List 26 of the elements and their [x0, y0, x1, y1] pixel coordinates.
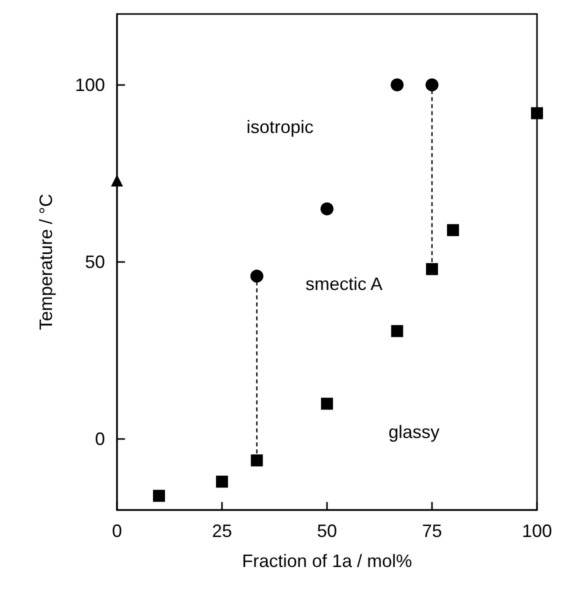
- x-tick-label: 100: [522, 521, 552, 541]
- point: [320, 202, 334, 216]
- point: [391, 325, 404, 338]
- x-tick-label: 75: [422, 521, 442, 541]
- y-tick-label: 0: [94, 429, 105, 450]
- x-tick-label: 50: [316, 521, 338, 541]
- annotation: isotropic: [246, 117, 314, 137]
- point: [216, 476, 228, 488]
- x-tick-label: 0: [112, 521, 122, 541]
- point: [426, 78, 438, 92]
- point: [321, 398, 333, 410]
- point: [250, 454, 263, 466]
- annotation: smectic A: [305, 274, 383, 294]
- point: [153, 490, 165, 502]
- y-tick-label: 100: [74, 74, 105, 95]
- point: [111, 174, 123, 187]
- annotation: glassy: [388, 422, 440, 442]
- point: [531, 107, 543, 120]
- point: [390, 78, 404, 92]
- point: [426, 263, 438, 276]
- y-axis-title: Temperature / °C: [36, 194, 56, 330]
- x-tick-label: 25: [212, 521, 232, 541]
- y-tick-label: 50: [84, 252, 105, 272]
- point: [250, 270, 264, 283]
- x-axis-title: Fraction of 1a / mol%: [242, 551, 412, 571]
- point: [447, 224, 459, 236]
